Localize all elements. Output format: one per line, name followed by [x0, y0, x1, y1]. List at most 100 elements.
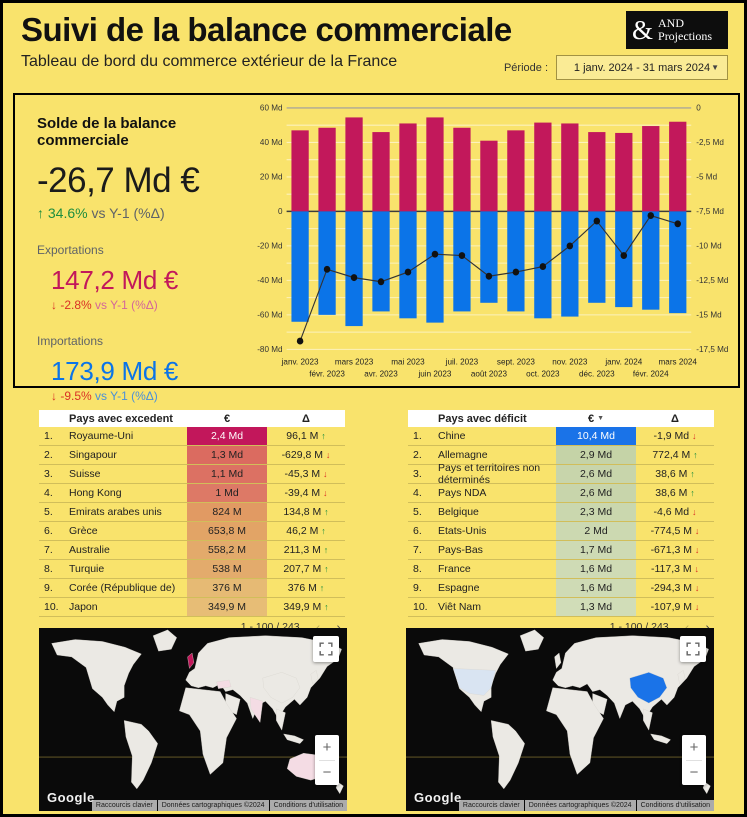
zoom-divider	[686, 759, 702, 761]
table-row[interactable]: 3. Suisse 1,1 Md -45,3 M ↓	[39, 465, 345, 484]
fullscreen-button[interactable]	[680, 636, 706, 662]
delta-cell: 46,2 M ↑	[286, 525, 326, 537]
table-row[interactable]: 9. Corée (République de) 376 M 376 M ↑	[39, 579, 345, 598]
rank-cell: 6.	[44, 525, 53, 537]
delta-cell: -107,9 M ↓	[650, 601, 700, 613]
value-cell: 1,1 Md	[187, 465, 267, 483]
delta-cell: 38,6 M ↑	[655, 487, 695, 499]
prev-page-icon[interactable]: ‹	[684, 619, 690, 635]
svg-text:20 Md: 20 Md	[260, 171, 283, 181]
google-logo: Google	[414, 790, 462, 805]
prev-page-icon[interactable]: ‹	[315, 619, 321, 635]
table-row[interactable]: 10. Japon 349,9 M 349,9 M ↑	[39, 598, 345, 617]
table-row[interactable]: 8. France 1,6 Md -117,3 M ↓	[408, 560, 714, 579]
rank-cell: 8.	[44, 563, 53, 575]
and-projections-logo: & AND Projections	[626, 11, 728, 49]
table-row[interactable]: 4. Hong Kong 1 Md -39,4 M ↓	[39, 484, 345, 503]
keyboard-shortcuts-link[interactable]: Raccourcis clavier	[458, 800, 524, 811]
value-cell: 2 Md	[556, 522, 636, 540]
table-row[interactable]: 5. Belgique 2,3 Md -4,6 Md ↓	[408, 503, 714, 522]
svg-text:-2,5 Md: -2,5 Md	[696, 137, 724, 147]
table-row[interactable]: 7. Pays-Bas 1,7 Md -671,3 M ↓	[408, 541, 714, 560]
delta-cell: -4,6 Md ↓	[653, 506, 697, 518]
delta-cell: -294,3 M ↓	[650, 582, 700, 594]
country-cell: Royaume-Uni	[69, 430, 134, 442]
value-cell: 1,3 Md	[556, 598, 636, 616]
svg-text:déc. 2023: déc. 2023	[579, 368, 615, 378]
delta-cell: -45,3 M ↓	[284, 468, 328, 480]
trade-combo-chart[interactable]: 60 Md 40 Md 20 Md 0 -20 Md -40 Md -60 Md -80 Md…	[250, 95, 738, 386]
table-row[interactable]: 3. Pays et territoires non déterminés 2,6 …	[408, 462, 714, 486]
country-cell: Pays-Bas	[438, 544, 483, 556]
logo-text: AND Projections	[658, 16, 713, 43]
value-cell: 10,4 Md	[556, 427, 636, 445]
delta-column-header[interactable]: Δ	[671, 412, 679, 425]
country-column-header[interactable]: Pays avec excedent	[69, 412, 173, 425]
table-row[interactable]: 6. Grèce 653,8 M 46,2 M ↑	[39, 522, 345, 541]
map-zoom-control: + −	[315, 735, 339, 785]
table-row[interactable]: 2. Singapour 1,3 Md -629,8 M ↓	[39, 446, 345, 465]
delta-column-header[interactable]: Δ	[302, 412, 310, 425]
svg-text:nov. 2023: nov. 2023	[552, 356, 587, 366]
svg-text:0: 0	[696, 102, 701, 112]
zoom-in-button[interactable]: +	[689, 738, 699, 756]
zoom-out-button[interactable]: −	[689, 764, 699, 782]
table-row[interactable]: 7. Australie 558,2 M 211,3 M ↑	[39, 541, 345, 560]
delta-cell: 207,7 M ↑	[283, 563, 329, 575]
value-cell: 2,3 Md	[556, 503, 636, 521]
delta-down-icon: ↓	[323, 469, 328, 479]
rank-cell: 10.	[44, 601, 59, 613]
table-row[interactable]: 10. Viêt Nam 1,3 Md -107,9 M ↓	[408, 598, 714, 617]
svg-text:60 Md: 60 Md	[260, 102, 283, 112]
exports-delta: ↓ -2.8% vs Y-1 (%Δ)	[51, 298, 250, 312]
svg-text:janv. 2024: janv. 2024	[604, 356, 642, 366]
next-page-icon[interactable]: ›	[705, 619, 710, 635]
delta-cell: -671,3 M ↓	[650, 544, 700, 556]
next-page-icon[interactable]: ›	[336, 619, 341, 635]
table-row[interactable]: 5. Emirats arabes unis 824 M 134,8 M ↑	[39, 503, 345, 522]
rank-cell: 5.	[413, 506, 422, 518]
table-row[interactable]: 4. Pays NDA 2,6 Md 38,6 M ↑	[408, 484, 714, 503]
table-row[interactable]: 1. Chine 10,4 Md -1,9 Md ↓	[408, 427, 714, 446]
value-cell: 2,6 Md	[556, 465, 636, 483]
balance-panel: Solde de la balance commerciale -26,7 Md…	[13, 93, 740, 403]
delta-up-icon: ↑	[321, 431, 326, 441]
rank-cell: 10.	[413, 601, 428, 613]
table-row[interactable]: 6. Etats-Unis 2 Md -774,5 M ↓	[408, 522, 714, 541]
rank-cell: 5.	[44, 506, 53, 518]
balance-value: -26,7 Md €	[37, 161, 200, 200]
rank-cell: 1.	[44, 430, 53, 442]
delta-down-icon: ↓	[692, 431, 697, 441]
value-cell: 1,3 Md	[187, 446, 267, 464]
svg-text:-10 Md: -10 Md	[696, 240, 722, 250]
table-row[interactable]: 8. Turquie 538 M 207,7 M ↑	[39, 560, 345, 579]
deficit-map[interactable]: + − Google Raccourcis clavier Données ca…	[406, 628, 714, 811]
zoom-divider	[319, 759, 335, 761]
terms-link[interactable]: Conditions d'utilisation	[636, 800, 714, 811]
table-row[interactable]: 9. Espagne 1,6 Md -294,3 M ↓	[408, 579, 714, 598]
surplus-map[interactable]: + − Google Raccourcis clavier Données ca…	[39, 628, 347, 811]
delta-down-icon: ↓	[323, 488, 328, 498]
svg-text:-12,5 Md: -12,5 Md	[696, 275, 728, 285]
fullscreen-button[interactable]	[313, 636, 339, 662]
country-cell: Viêt Nam	[438, 601, 481, 613]
logo-line2: Projections	[658, 29, 713, 43]
keyboard-shortcuts-link[interactable]: Raccourcis clavier	[91, 800, 157, 811]
fullscreen-icon	[319, 642, 333, 656]
imports-delta-suffix: vs Y-1 (%Δ)	[95, 389, 158, 403]
period-dropdown[interactable]: 1 janv. 2024 - 31 mars 2024 ▼	[556, 55, 728, 80]
table-row[interactable]: 1. Royaume-Uni 2,4 Md 96,1 M ↑	[39, 427, 345, 446]
country-column-header[interactable]: Pays avec déficit	[438, 412, 527, 425]
table-row[interactable]: 2. Allemagne 2,9 Md 772,4 M ↑	[408, 446, 714, 465]
rank-cell: 8.	[413, 563, 422, 575]
surplus-table-header: Pays avec excedent € Δ	[39, 410, 345, 427]
terms-link[interactable]: Conditions d'utilisation	[269, 800, 347, 811]
country-cell: Allemagne	[438, 449, 488, 461]
value-column-header[interactable]: €	[187, 410, 267, 427]
exports-delta-pct: -2.8%	[60, 298, 92, 312]
zoom-in-button[interactable]: +	[322, 738, 332, 756]
zoom-out-button[interactable]: −	[322, 764, 332, 782]
value-column-header[interactable]: € ▼	[556, 410, 636, 427]
svg-text:0: 0	[278, 206, 283, 216]
country-cell: Suisse	[69, 468, 101, 480]
